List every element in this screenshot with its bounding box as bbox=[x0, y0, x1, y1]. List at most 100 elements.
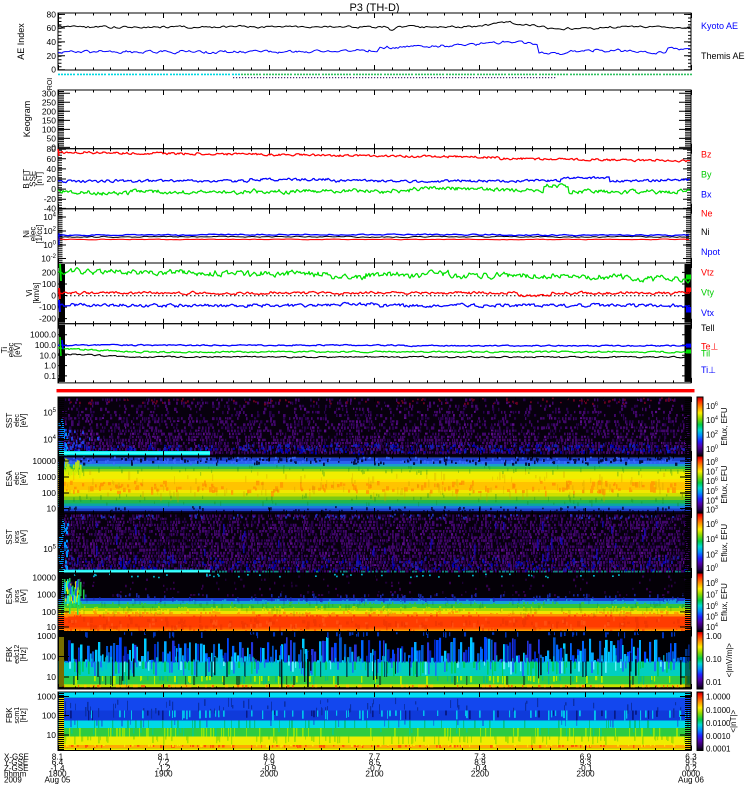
svg-text:ESA: ESA bbox=[5, 470, 14, 487]
svg-text:10: 10 bbox=[47, 504, 57, 514]
svg-text:10: 10 bbox=[47, 730, 57, 740]
svg-text:9.5: 9.5 bbox=[685, 758, 697, 767]
svg-text:elec: elec bbox=[14, 472, 21, 485]
svg-text:Themis AE: Themis AE bbox=[701, 51, 745, 61]
svg-text:Tell: Tell bbox=[701, 323, 715, 333]
svg-text:1000: 1000 bbox=[37, 631, 56, 641]
svg-text:By: By bbox=[701, 170, 712, 180]
svg-text:107: 107 bbox=[706, 590, 718, 600]
svg-text:105: 105 bbox=[43, 408, 56, 418]
svg-text:[Hz]: [Hz] bbox=[19, 647, 28, 661]
svg-text:1.0000: 1.0000 bbox=[706, 693, 731, 702]
svg-text:<|mV/m|>: <|mV/m|> bbox=[725, 643, 734, 678]
svg-text:-100: -100 bbox=[39, 302, 56, 312]
svg-text:1000: 1000 bbox=[37, 590, 56, 600]
svg-text:60: 60 bbox=[47, 23, 57, 33]
svg-text:Eflux, EFU: Eflux, EFU bbox=[720, 407, 729, 445]
svg-text:20: 20 bbox=[47, 51, 57, 61]
svg-text:-0.4: -0.4 bbox=[473, 764, 488, 773]
svg-text:[eV]: [eV] bbox=[19, 471, 28, 485]
svg-text:108: 108 bbox=[706, 458, 718, 468]
svg-text:Ni: Ni bbox=[701, 227, 710, 237]
svg-text:elec: elec bbox=[14, 414, 21, 427]
svg-text:1000: 1000 bbox=[37, 472, 56, 482]
svg-text:10: 10 bbox=[47, 622, 57, 632]
svg-text:2000: 2000 bbox=[260, 770, 279, 779]
svg-text:7.2: 7.2 bbox=[158, 758, 170, 767]
svg-text:-1.2: -1.2 bbox=[156, 764, 171, 773]
svg-text:102: 102 bbox=[43, 226, 56, 236]
svg-text:105: 105 bbox=[43, 544, 56, 554]
svg-text:Ti: Ti bbox=[0, 347, 9, 354]
svg-text:1.0: 1.0 bbox=[44, 361, 56, 371]
svg-text:106: 106 bbox=[706, 520, 718, 530]
svg-text:100.0: 100.0 bbox=[35, 340, 57, 350]
svg-text:10: 10 bbox=[47, 672, 57, 682]
svg-text:Eflux, EFU: Eflux, EFU bbox=[720, 524, 729, 562]
svg-text:102: 102 bbox=[706, 550, 718, 560]
svg-text:Vtz: Vtz bbox=[701, 268, 715, 278]
svg-text:ROI: ROI bbox=[47, 78, 54, 91]
svg-text:250: 250 bbox=[42, 97, 56, 107]
svg-text:[km/s]: [km/s] bbox=[32, 282, 41, 303]
svg-text:60: 60 bbox=[47, 154, 57, 164]
svg-text:50: 50 bbox=[47, 133, 57, 143]
svg-text:10.0: 10.0 bbox=[39, 350, 56, 360]
svg-text:-200: -200 bbox=[39, 314, 56, 324]
svg-text:2200: 2200 bbox=[471, 770, 490, 779]
svg-text:0: 0 bbox=[51, 184, 56, 194]
svg-text:0.2: 0.2 bbox=[685, 764, 697, 773]
svg-text:100: 100 bbox=[706, 445, 718, 455]
svg-text:0000: 0000 bbox=[682, 770, 701, 779]
svg-text:[eV]: [eV] bbox=[19, 530, 28, 544]
svg-text:[eV]: [eV] bbox=[19, 413, 28, 427]
svg-text:10000: 10000 bbox=[32, 573, 56, 583]
svg-text:Z-GSE: Z-GSE bbox=[4, 764, 28, 773]
svg-text:-20: -20 bbox=[44, 194, 57, 204]
svg-text:elec: elec bbox=[29, 227, 38, 242]
svg-text:Eflux, EFU: Eflux, EFU bbox=[720, 465, 729, 503]
svg-text:SST: SST bbox=[5, 529, 14, 545]
svg-text:8.9: 8.9 bbox=[474, 758, 486, 767]
svg-text:0.10: 0.10 bbox=[706, 655, 722, 664]
svg-text:Eflux, EFU: Eflux, EFU bbox=[720, 583, 729, 621]
svg-text:104: 104 bbox=[706, 496, 718, 506]
svg-text:9.3: 9.3 bbox=[580, 758, 592, 767]
svg-text:Te⊥: Te⊥ bbox=[701, 342, 719, 352]
svg-text:7.9: 7.9 bbox=[263, 758, 275, 767]
svg-text:2300: 2300 bbox=[576, 770, 595, 779]
svg-text:105: 105 bbox=[706, 612, 718, 622]
svg-text:104: 104 bbox=[43, 435, 56, 445]
svg-text:20: 20 bbox=[47, 174, 57, 184]
svg-text:Npot: Npot bbox=[701, 247, 721, 257]
svg-text:[Hz]: [Hz] bbox=[19, 708, 28, 722]
svg-text:0.0010: 0.0010 bbox=[706, 732, 731, 741]
svg-text:0.1000: 0.1000 bbox=[706, 706, 731, 715]
svg-text:Bz: Bz bbox=[701, 150, 712, 160]
svg-text:1900: 1900 bbox=[154, 770, 173, 779]
svg-text:6.9: 6.9 bbox=[580, 752, 592, 761]
svg-text:-40: -40 bbox=[44, 203, 57, 213]
svg-text:FBK: FBK bbox=[5, 646, 14, 662]
svg-text:0: 0 bbox=[51, 291, 56, 301]
svg-text:108: 108 bbox=[706, 579, 718, 589]
svg-text:200: 200 bbox=[42, 106, 56, 116]
svg-text:Aug 06: Aug 06 bbox=[678, 776, 704, 785]
svg-text:7.7: 7.7 bbox=[369, 752, 381, 761]
svg-text:100: 100 bbox=[42, 711, 56, 721]
svg-text:AE Index: AE Index bbox=[16, 23, 26, 60]
svg-text:elec: elec bbox=[7, 343, 16, 358]
svg-text:104: 104 bbox=[706, 416, 718, 426]
svg-text:Til: Til bbox=[701, 349, 710, 359]
svg-text:6.4: 6.4 bbox=[52, 758, 64, 767]
svg-text:300: 300 bbox=[42, 88, 56, 98]
svg-text:Vty: Vty bbox=[701, 288, 715, 298]
svg-text:[1/cc]: [1/cc] bbox=[35, 224, 44, 243]
svg-text:1.00: 1.00 bbox=[706, 632, 722, 641]
svg-text:150: 150 bbox=[42, 115, 56, 125]
svg-text:Aug 05: Aug 05 bbox=[45, 776, 71, 785]
svg-text:103: 103 bbox=[706, 505, 718, 515]
svg-text:ions: ions bbox=[14, 589, 21, 602]
svg-text:0.0001: 0.0001 bbox=[706, 745, 731, 754]
svg-text:104: 104 bbox=[43, 212, 56, 222]
